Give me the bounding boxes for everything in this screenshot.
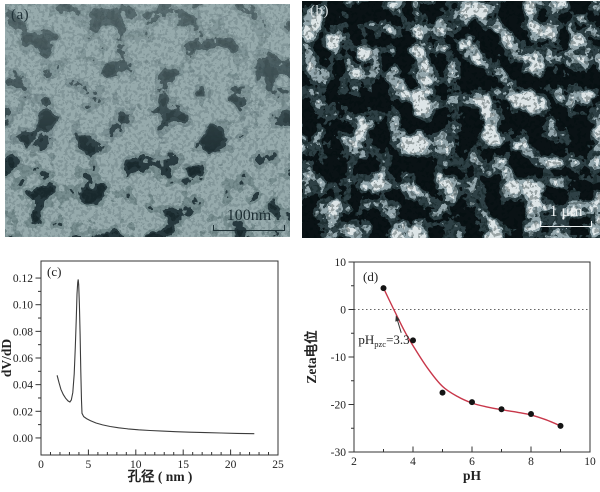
y-tick-label: 0.08 [13,326,33,338]
x-tick-label: 10 [130,459,142,471]
x-tick-label: 25 [272,459,284,471]
axes [35,260,279,456]
x-tick-label: 0 [38,459,44,471]
x-axis-title: pH [463,468,482,483]
data-point [557,422,564,429]
x-tick-label: 10 [584,456,596,468]
scale-bar-b: 1 μm [540,203,592,227]
scale-bar-b-text: 1 μm [549,203,583,220]
data-point [498,406,505,413]
y-tick-label: 0.10 [13,300,33,312]
fit-curve [382,287,561,427]
x-tick-label: 6 [469,456,475,468]
tem-texture-image [5,4,290,237]
data-point [528,411,534,417]
x-tick-label: 8 [528,456,534,468]
panel-letter: (d) [363,269,378,284]
y-tick-label: 0.04 [13,380,33,392]
annotation-text: pHpzc=3.3 [358,332,409,349]
y-axis-title: Zeta电位 [303,330,319,384]
x-tick-label: 2 [351,456,357,468]
x-axis-title: 孔径 ( nm ) [128,468,193,484]
scale-bar-a-line [213,225,285,231]
panel-a-label: (a) [11,7,30,23]
scale-bar-a-text: 100nm [226,207,272,224]
y-tick-label: 0.12 [13,273,33,285]
scale-bar-b-line [540,221,592,227]
series-line [56,279,255,435]
data-point [469,399,475,406]
y-axis-title: dV/dD [0,339,14,378]
pore-size-distribution-chart: 0 5 10 15 20 25 0.00 0.02 0.04 0.06 0.08 0.10 0.12 孔径… [0,260,284,484]
data-point [380,285,387,292]
x-tick-label: 5 [86,459,92,471]
y-tick-label: 0 [340,305,346,317]
annotation-arrow-head [395,315,400,322]
axes [348,261,591,453]
y-tick-label: 10 [335,257,347,269]
x-tick-label: 20 [225,459,237,471]
sem-micrograph-panel: (b) 1 μm [302,1,600,238]
scale-bar-a: 100nm [213,207,285,231]
panel-letter: (c) [47,264,61,279]
data-point [410,337,416,344]
annotation-arrow-shaft [396,318,402,333]
sem-texture-image [302,1,600,238]
scatter-points [380,285,564,429]
data-point [439,389,446,396]
zeta-potential-chart: 2 4 6 8 10 10 0 -10 -20 -30 pH Zeta电位 (d) pHpzc=3.3 [303,257,596,483]
y-tick-label: -10 [331,352,347,364]
x-tick-label: 4 [410,456,416,468]
y-tick-label: 0.02 [13,406,33,418]
x-tick-label: 15 [177,459,189,471]
panel-b-label: (b) [310,3,329,19]
y-tick-label: 0.06 [13,353,33,365]
tem-micrograph-panel: (a) 100nm [5,4,290,237]
y-tick-label: 0.00 [13,433,33,445]
y-tick-label: -20 [331,400,347,412]
plot-box [40,260,279,456]
y-tick-label: -30 [331,447,347,459]
